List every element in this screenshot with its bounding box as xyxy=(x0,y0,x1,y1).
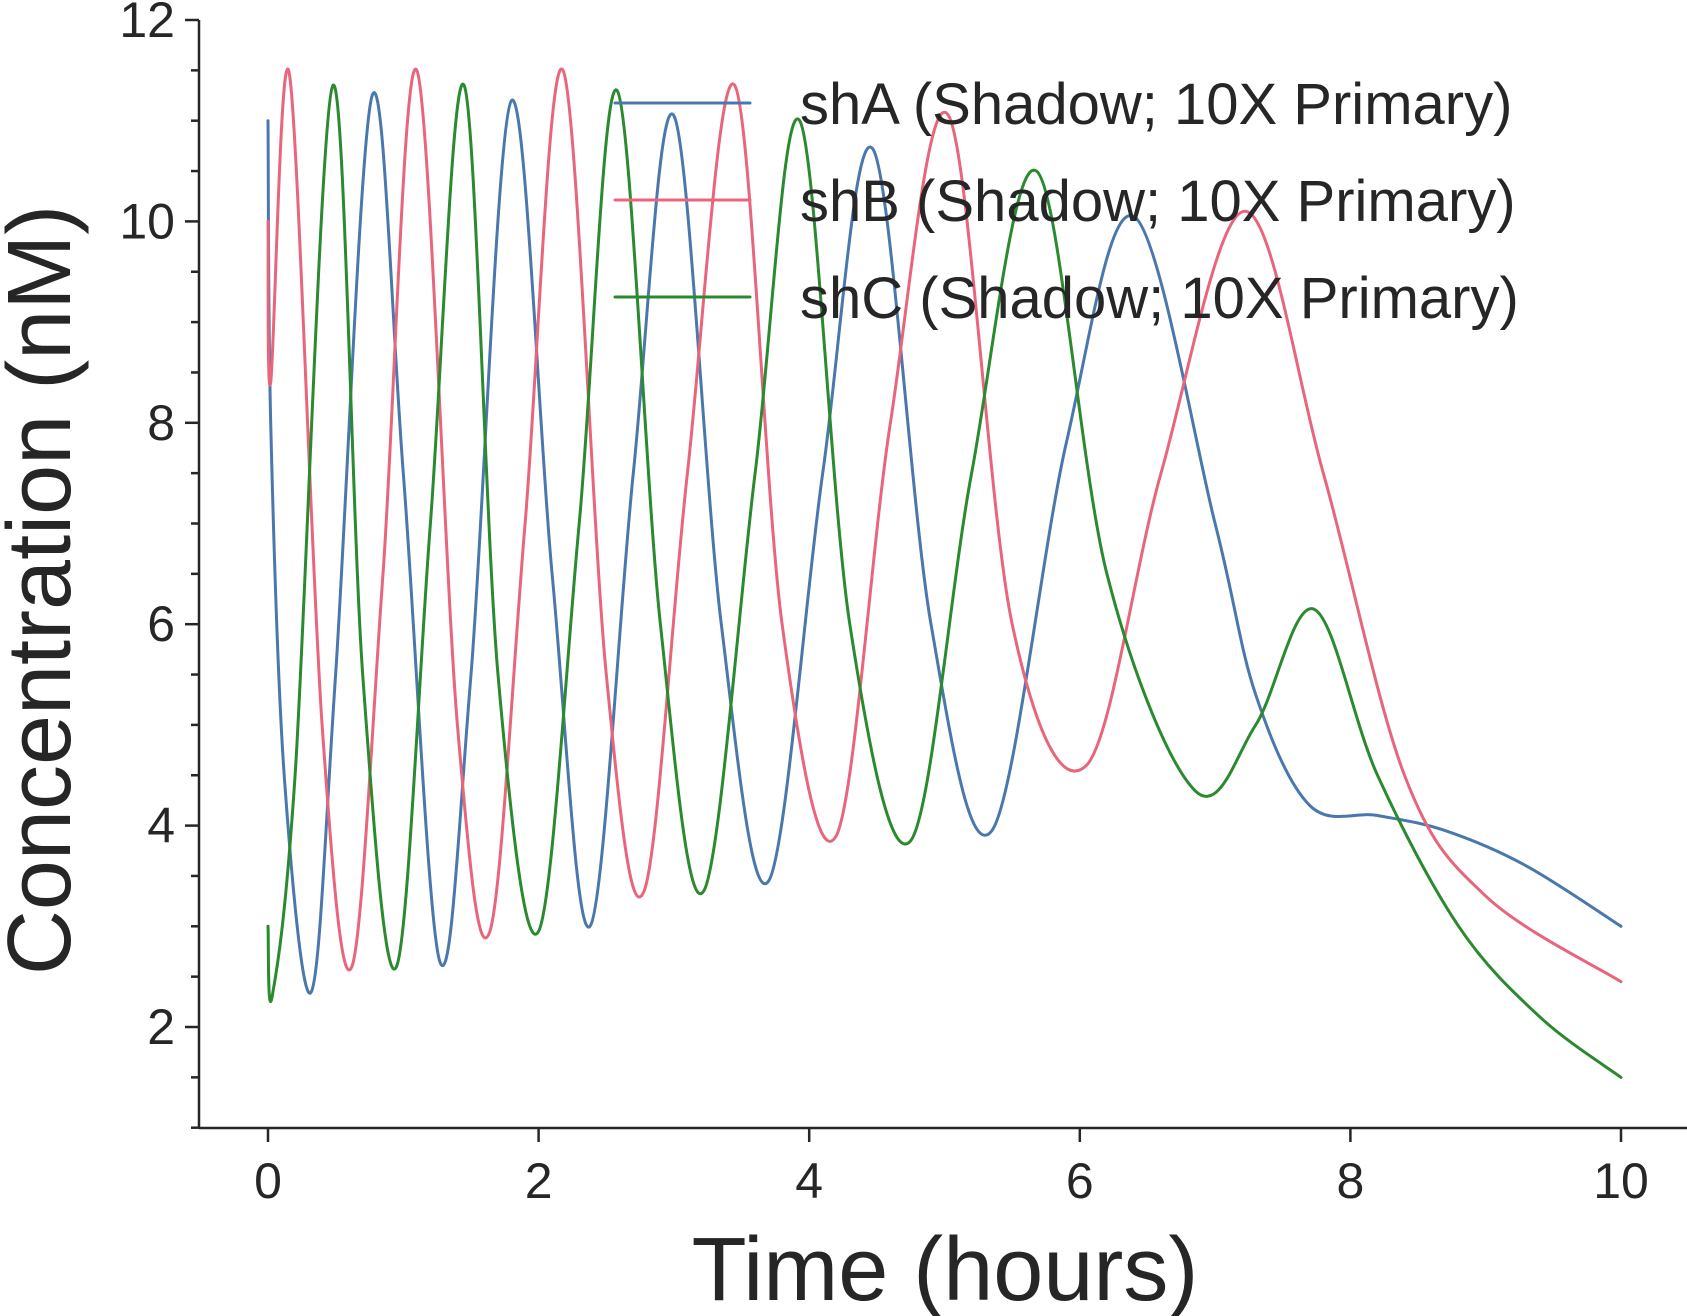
x-tick-label-0: 0 xyxy=(254,1153,282,1209)
x-tick-label-8: 8 xyxy=(1336,1153,1364,1209)
x-tick-label-4: 4 xyxy=(795,1153,823,1209)
legend-label-shB: shB (Shadow; 10X Primary) xyxy=(800,169,1516,234)
x-tick-label-6: 6 xyxy=(1066,1153,1094,1209)
series-line-shC xyxy=(266,82,1623,1079)
series-line-shB xyxy=(266,67,1623,984)
y-tick-label-2: 2 xyxy=(147,999,175,1055)
legend-label-shA: shA (Shadow; 10X Primary) xyxy=(800,72,1512,137)
y-tick-label-8: 8 xyxy=(147,395,175,451)
x-tick-label-10: 10 xyxy=(1593,1153,1649,1209)
y-tick-label-10: 10 xyxy=(119,193,175,249)
x-tick-label-2: 2 xyxy=(525,1153,553,1209)
y-tick-label-6: 6 xyxy=(147,596,175,652)
series-layer xyxy=(266,67,1623,1079)
y-axis-label: Concentration (nM) xyxy=(0,205,90,975)
y-axis-ticks: 2 4 6 8 10 12 xyxy=(119,0,199,1129)
y-tick-label-4: 4 xyxy=(147,798,175,854)
legend: shA (Shadow; 10X Primary) shB (Shadow; 1… xyxy=(613,72,1519,331)
y-tick-label-12: 12 xyxy=(119,0,175,48)
x-axis-label: Time (hours) xyxy=(692,1220,1199,1316)
legend-label-shC: shC (Shadow; 10X Primary) xyxy=(800,266,1519,331)
series-line-shA xyxy=(266,91,1623,995)
x-axis-ticks: 0 2 4 6 8 10 xyxy=(254,1128,1649,1209)
